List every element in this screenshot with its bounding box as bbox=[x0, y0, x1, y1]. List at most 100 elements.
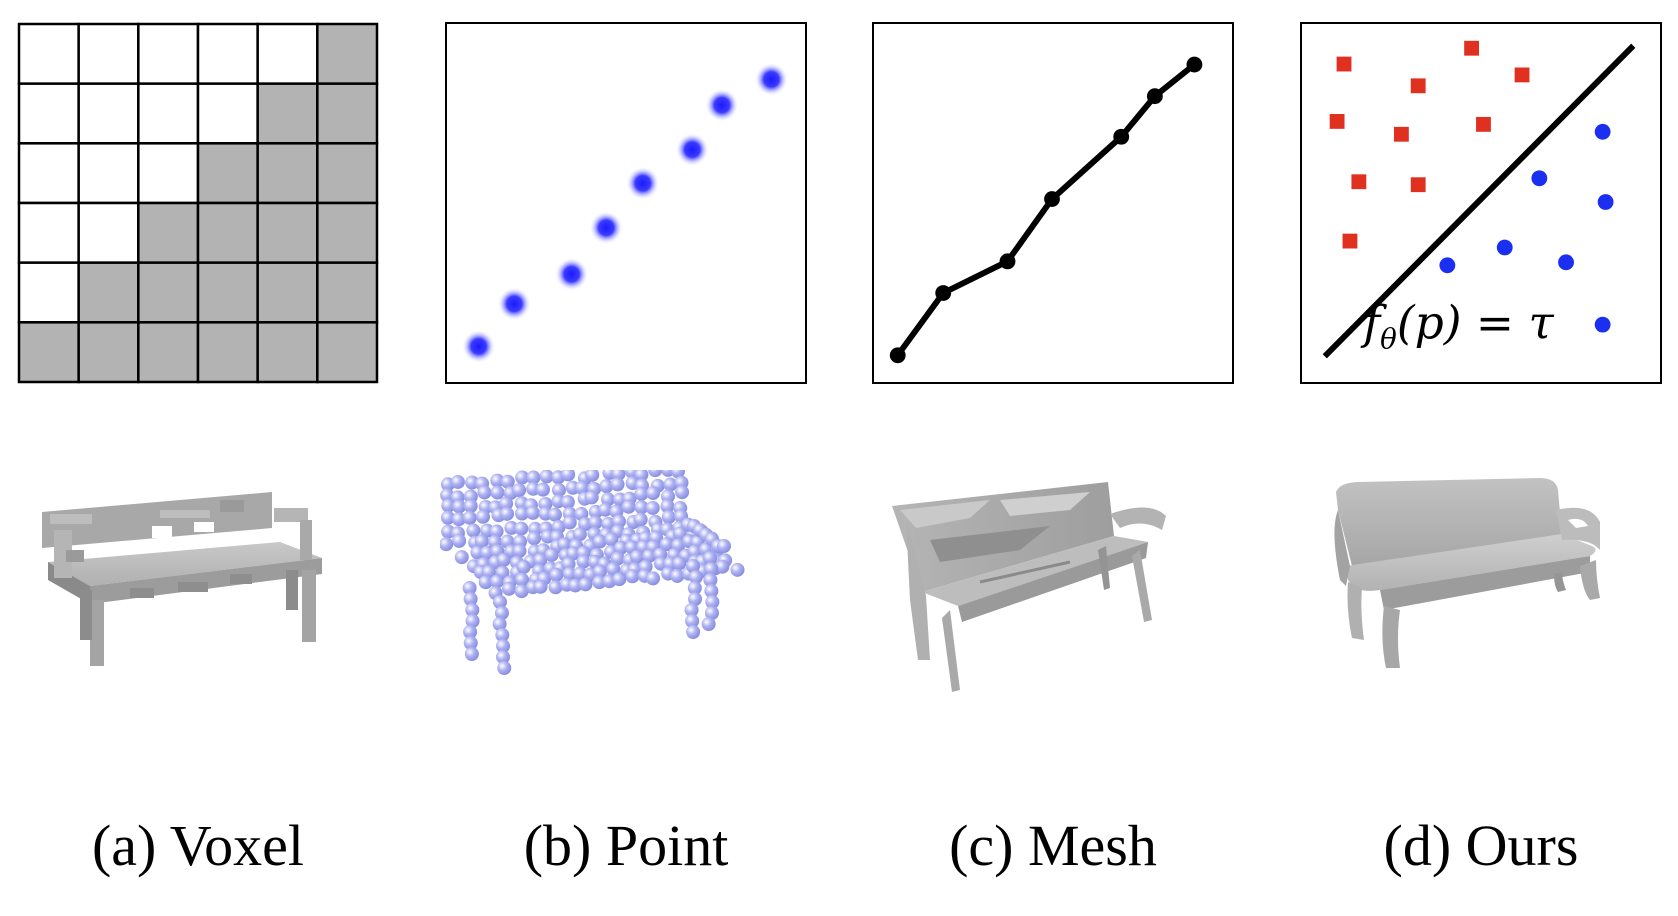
point-sphere bbox=[566, 546, 581, 561]
outside-point-square bbox=[1351, 174, 1367, 190]
voxel-cell-filled bbox=[316, 321, 379, 384]
inside-point-circle bbox=[1594, 316, 1611, 333]
point-sphere bbox=[672, 556, 687, 571]
point-sphere bbox=[440, 488, 455, 503]
point-sphere bbox=[452, 533, 467, 548]
voxel-cell-filled bbox=[316, 22, 379, 85]
point-sphere bbox=[490, 473, 505, 488]
point-sphere bbox=[549, 567, 564, 582]
point-sphere bbox=[568, 578, 583, 593]
point-sphere bbox=[454, 550, 469, 565]
point-sphere bbox=[440, 510, 455, 525]
mesh-vertex bbox=[935, 285, 952, 301]
point-sphere bbox=[625, 569, 640, 584]
point-sphere bbox=[598, 502, 613, 517]
voxel-cell-filled bbox=[316, 82, 379, 145]
point-sphere bbox=[610, 477, 625, 492]
voxel-cell-filled bbox=[256, 261, 319, 324]
voxel-cell-empty bbox=[196, 82, 259, 145]
point-sphere bbox=[562, 515, 577, 530]
point-sphere bbox=[490, 485, 505, 500]
point-sphere bbox=[703, 551, 718, 565]
voxel-cell-filled bbox=[17, 321, 80, 384]
point-sphere bbox=[730, 562, 745, 577]
point-sphere bbox=[584, 490, 599, 505]
mesh-vertex bbox=[1113, 128, 1130, 145]
point-sphere bbox=[621, 499, 636, 514]
ours-bench-shape bbox=[1334, 478, 1600, 668]
implicit-function-diagram: fθ(p) = τ bbox=[1300, 22, 1662, 384]
point-sphere bbox=[599, 479, 614, 494]
outside-point-square bbox=[1393, 126, 1409, 142]
point-sphere bbox=[538, 496, 553, 511]
mesh-vertex bbox=[1186, 56, 1203, 73]
point-sphere bbox=[490, 574, 505, 589]
point-sample bbox=[554, 257, 589, 292]
point-samples bbox=[461, 62, 789, 364]
point-sphere bbox=[610, 551, 625, 566]
point-cloud-bench-shape bbox=[440, 470, 745, 675]
point-sphere bbox=[489, 524, 504, 539]
voxel-cell-filled bbox=[316, 142, 379, 205]
point-sphere bbox=[572, 527, 587, 542]
point-sphere bbox=[688, 592, 703, 606]
point-sphere bbox=[515, 572, 530, 587]
point-sphere bbox=[465, 603, 480, 617]
point-sphere bbox=[495, 628, 510, 642]
point-sphere bbox=[601, 516, 616, 531]
point-sphere bbox=[539, 470, 554, 484]
outside-points bbox=[1329, 40, 1530, 249]
point-sample bbox=[626, 166, 660, 201]
voxel-cell-empty bbox=[77, 201, 140, 264]
point-sphere bbox=[645, 500, 660, 515]
point-sample bbox=[589, 210, 624, 245]
point-sphere bbox=[463, 498, 478, 513]
point-sphere bbox=[646, 571, 661, 586]
point-sphere bbox=[661, 510, 676, 525]
voxel-cell-filled bbox=[196, 261, 259, 324]
point-sphere bbox=[606, 562, 621, 577]
outside-point-square bbox=[1410, 78, 1426, 94]
point-sphere bbox=[452, 499, 467, 514]
point-sphere bbox=[464, 647, 479, 661]
point-sphere bbox=[463, 625, 478, 639]
outside-point-square bbox=[1476, 116, 1491, 132]
point-sphere bbox=[634, 486, 649, 501]
point-sphere bbox=[496, 639, 511, 653]
voxel-cell-empty bbox=[77, 82, 140, 145]
inside-points bbox=[1439, 123, 1614, 333]
voxel-cell-filled bbox=[137, 201, 200, 264]
point-sphere bbox=[630, 549, 645, 564]
mesh-bench-shape bbox=[892, 482, 1166, 692]
point-sphere bbox=[502, 581, 517, 596]
outside-point-square bbox=[1514, 67, 1530, 83]
point-sphere bbox=[701, 617, 716, 631]
point-sphere bbox=[480, 545, 495, 560]
point-sample bbox=[754, 62, 789, 97]
voxel-cell-empty bbox=[17, 142, 80, 205]
point-sample bbox=[675, 132, 710, 167]
point-sphere bbox=[705, 595, 720, 609]
voxel-bench-render bbox=[42, 492, 322, 666]
caption-voxel: (a) Voxel bbox=[91, 813, 305, 878]
point-sphere bbox=[515, 506, 530, 521]
point-sphere bbox=[613, 540, 628, 555]
voxel-cell-empty bbox=[17, 22, 80, 85]
point-sphere bbox=[688, 570, 703, 584]
voxel-cell-empty bbox=[137, 82, 200, 145]
point-sphere bbox=[462, 510, 477, 525]
point-sphere bbox=[646, 486, 661, 501]
voxel-cell-filled bbox=[316, 261, 379, 324]
point-cloud-diagram bbox=[445, 22, 807, 384]
outside-point-square bbox=[1464, 40, 1480, 56]
point-sphere bbox=[465, 614, 480, 628]
point-sphere bbox=[512, 543, 527, 558]
point-sphere bbox=[670, 568, 685, 583]
point-sphere bbox=[515, 470, 530, 485]
voxel-cell-filled bbox=[256, 201, 319, 264]
point-sphere bbox=[450, 474, 465, 489]
inside-point-circle bbox=[1496, 239, 1513, 256]
point-sphere bbox=[675, 485, 690, 500]
outside-point-square bbox=[1336, 56, 1352, 72]
point-sphere bbox=[560, 495, 575, 510]
